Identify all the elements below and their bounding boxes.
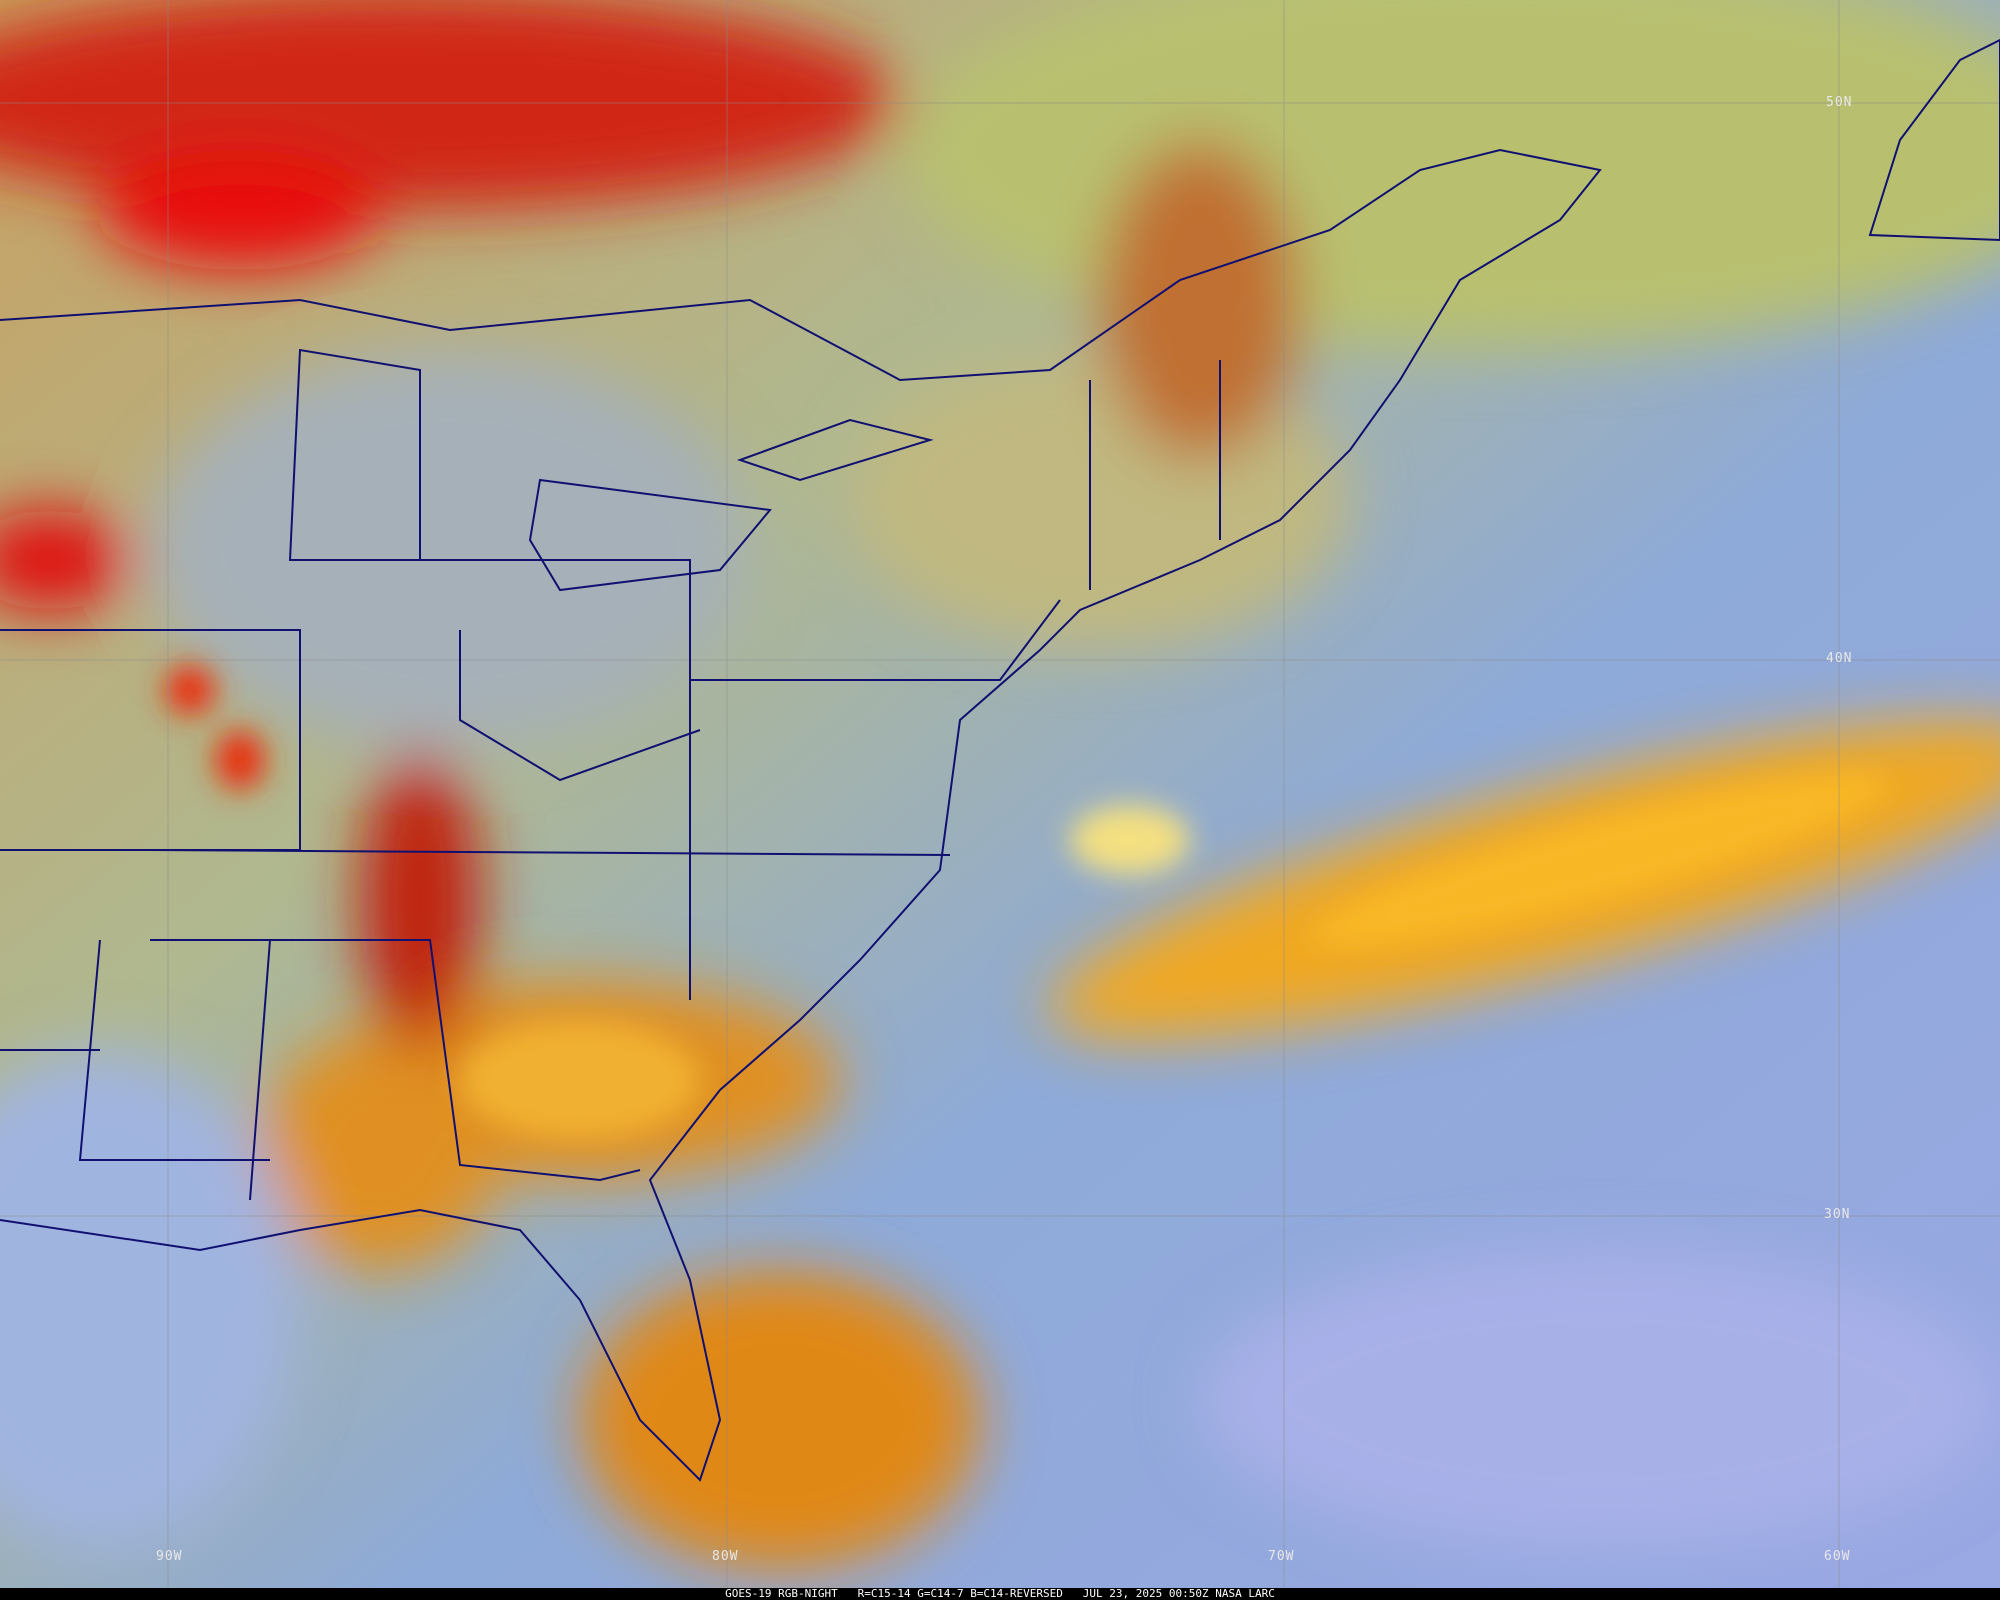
longitude-label-90w: 90W bbox=[156, 1549, 183, 1564]
political-boundaries bbox=[0, 38, 2000, 1482]
longitude-label-70w: 70W bbox=[1268, 1549, 1295, 1564]
longitude-label-80w: 80W bbox=[712, 1549, 739, 1564]
latitude-label-30n: 30N bbox=[1824, 1207, 1851, 1222]
longitude-label-60w: 60W bbox=[1824, 1549, 1851, 1564]
latitude-label-50n: 50N bbox=[1826, 95, 1853, 110]
image-caption: GOES-19 RGB-NIGHT R=C15-14 G=C14-7 B=C14… bbox=[0, 1588, 2000, 1600]
latitude-label-40n: 40N bbox=[1826, 651, 1853, 666]
